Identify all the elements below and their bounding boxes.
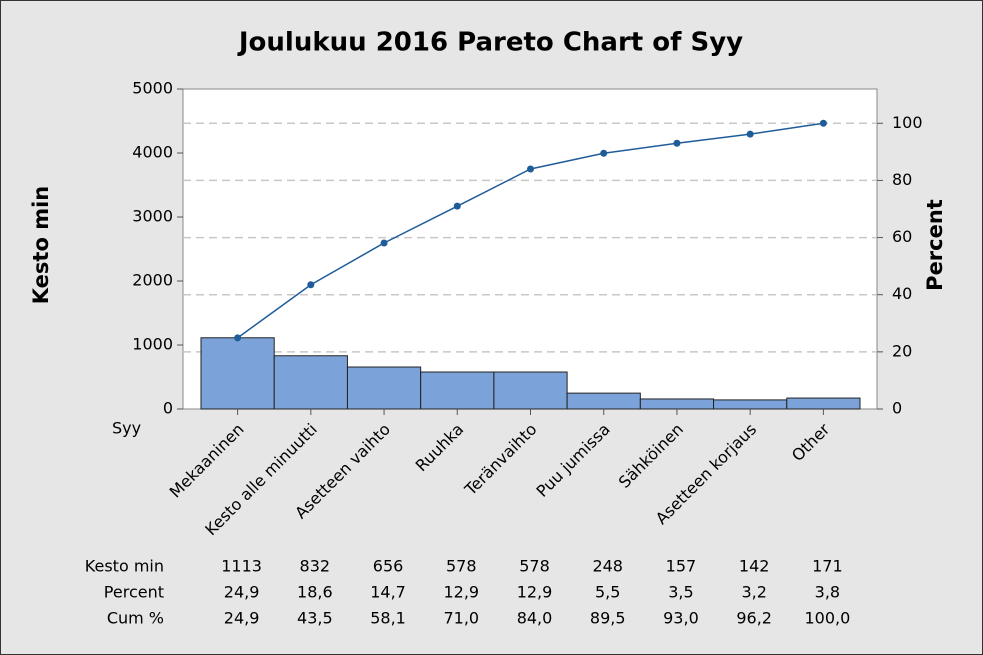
cumulative-point <box>380 239 388 247</box>
y2-tick-label: 20 <box>892 341 912 360</box>
y-tick-label: 1000 <box>132 335 173 354</box>
y2-tick-label: 60 <box>892 227 912 246</box>
bar <box>493 371 568 410</box>
y2-tick-label: 80 <box>892 170 912 189</box>
table-cell: 3,5 <box>668 583 693 602</box>
bar <box>420 371 495 410</box>
table-cell: 12,9 <box>517 583 553 602</box>
y2-tick-label: 0 <box>892 399 902 418</box>
y2-tick-label: 100 <box>892 113 923 132</box>
table-cell: 656 <box>373 557 404 576</box>
y2-tick-label: 40 <box>892 284 912 303</box>
table-row-label: Kesto min <box>85 557 164 576</box>
table-cell: 14,7 <box>370 583 406 602</box>
cumulative-point <box>600 149 608 157</box>
table-cell: 3,8 <box>815 583 840 602</box>
y2-axis-label: Percent <box>923 199 947 291</box>
table-cell: 71,0 <box>443 609 479 628</box>
table-cell: 832 <box>300 557 331 576</box>
table-cell: 248 <box>592 557 623 576</box>
y-axis-label: Kesto min <box>29 186 53 304</box>
y-tick-label: 5000 <box>132 79 173 98</box>
table-cell: 142 <box>739 557 770 576</box>
table-cell: 12,9 <box>443 583 479 602</box>
bar <box>346 366 422 410</box>
table-cell: 578 <box>519 557 550 576</box>
bar <box>273 355 348 410</box>
table-cell: 24,9 <box>224 609 260 628</box>
table-cell: 100,0 <box>804 609 850 628</box>
bar <box>786 397 861 410</box>
table-cell: 3,2 <box>741 583 766 602</box>
x-axis-label: Syy <box>112 419 141 438</box>
cumulative-point <box>746 130 754 138</box>
cumulative-point <box>527 165 534 173</box>
table-cell: 93,0 <box>663 609 699 628</box>
table-cell: 96,2 <box>736 609 772 628</box>
y-tick-label: 4000 <box>132 143 173 162</box>
table-cell: 24,9 <box>224 583 260 602</box>
table-row-label: Cum % <box>107 609 164 628</box>
table-cell: 84,0 <box>517 609 553 628</box>
table-cell: 1113 <box>221 557 262 576</box>
table-cell: 18,6 <box>297 583 333 602</box>
chart-title: Joulukuu 2016 Pareto Chart of Syy <box>237 28 743 58</box>
table-cell: 171 <box>812 557 843 576</box>
table-cell: 58,1 <box>370 609 406 628</box>
y-tick-label: 2000 <box>132 271 173 290</box>
cumulative-point <box>819 119 827 127</box>
y-tick-label: 0 <box>163 399 173 418</box>
table-cell: 43,5 <box>297 609 333 628</box>
cumulative-point <box>673 139 681 147</box>
cumulative-point <box>453 202 461 210</box>
table-cell: 578 <box>446 557 477 576</box>
bar <box>566 392 641 410</box>
bar <box>200 337 275 410</box>
bar <box>639 398 715 410</box>
cumulative-point <box>307 281 315 289</box>
y-tick-label: 3000 <box>132 207 173 226</box>
table-cell: 89,5 <box>590 609 626 628</box>
cumulative-point <box>234 334 242 342</box>
table-row-label: Percent <box>104 583 164 602</box>
table-cell: 157 <box>666 557 697 576</box>
bar <box>713 399 788 410</box>
table-cell: 5,5 <box>595 583 620 602</box>
